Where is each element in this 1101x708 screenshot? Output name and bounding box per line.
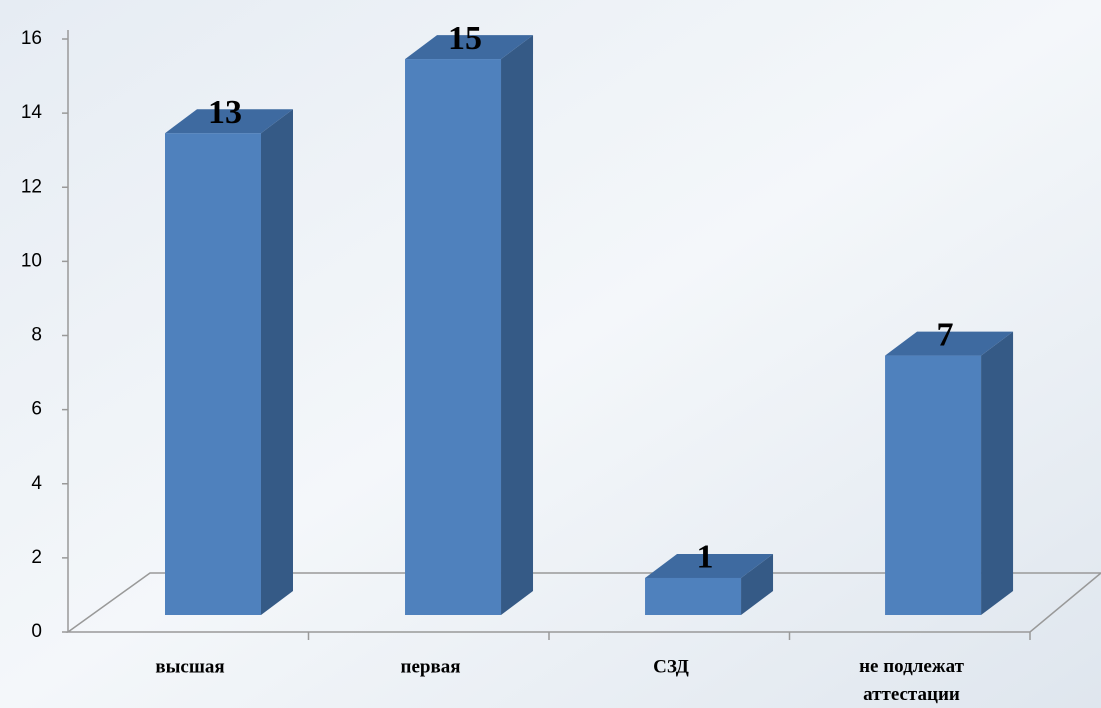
y-tick-label: 2 [31, 547, 42, 568]
value-label: 7 [937, 316, 954, 353]
y-tick-label: 8 [31, 325, 42, 346]
bar-side [741, 553, 774, 615]
value-label: 1 [697, 539, 714, 576]
value-label: 15 [448, 20, 482, 57]
bar-front [885, 355, 982, 615]
x-tick-label: первая [401, 656, 461, 677]
y-tick-label: 4 [31, 473, 42, 494]
bar-top [885, 331, 1014, 356]
y-tick-label: 16 [21, 28, 42, 49]
label-line: не подлежат [859, 656, 965, 677]
label-line: аттестации [863, 684, 960, 705]
bar [165, 109, 293, 615]
y-tick-label: 10 [21, 250, 42, 271]
bar-top [645, 553, 774, 578]
y-tick-label: 14 [21, 102, 43, 123]
bar-top [405, 35, 534, 60]
floor [65, 572, 1101, 633]
bar-front [405, 59, 502, 615]
y-tick-label: 12 [21, 176, 42, 197]
bar-front [165, 133, 261, 615]
bar-top [165, 109, 293, 134]
x-tick-label: СЗД [653, 656, 689, 677]
x-tick-label: не подлежат аттестации [859, 656, 965, 705]
bar-side [501, 35, 534, 615]
bar [885, 331, 1014, 615]
bar [405, 35, 534, 615]
bar-side [981, 331, 1014, 615]
value-label: 13 [208, 94, 242, 131]
y-tick-label: 6 [31, 399, 42, 420]
y-tick-label: 0 [31, 621, 42, 642]
x-tick-label: высшая [155, 656, 224, 677]
bar-side [261, 109, 293, 615]
bar [645, 553, 774, 615]
bar-front [645, 577, 742, 615]
